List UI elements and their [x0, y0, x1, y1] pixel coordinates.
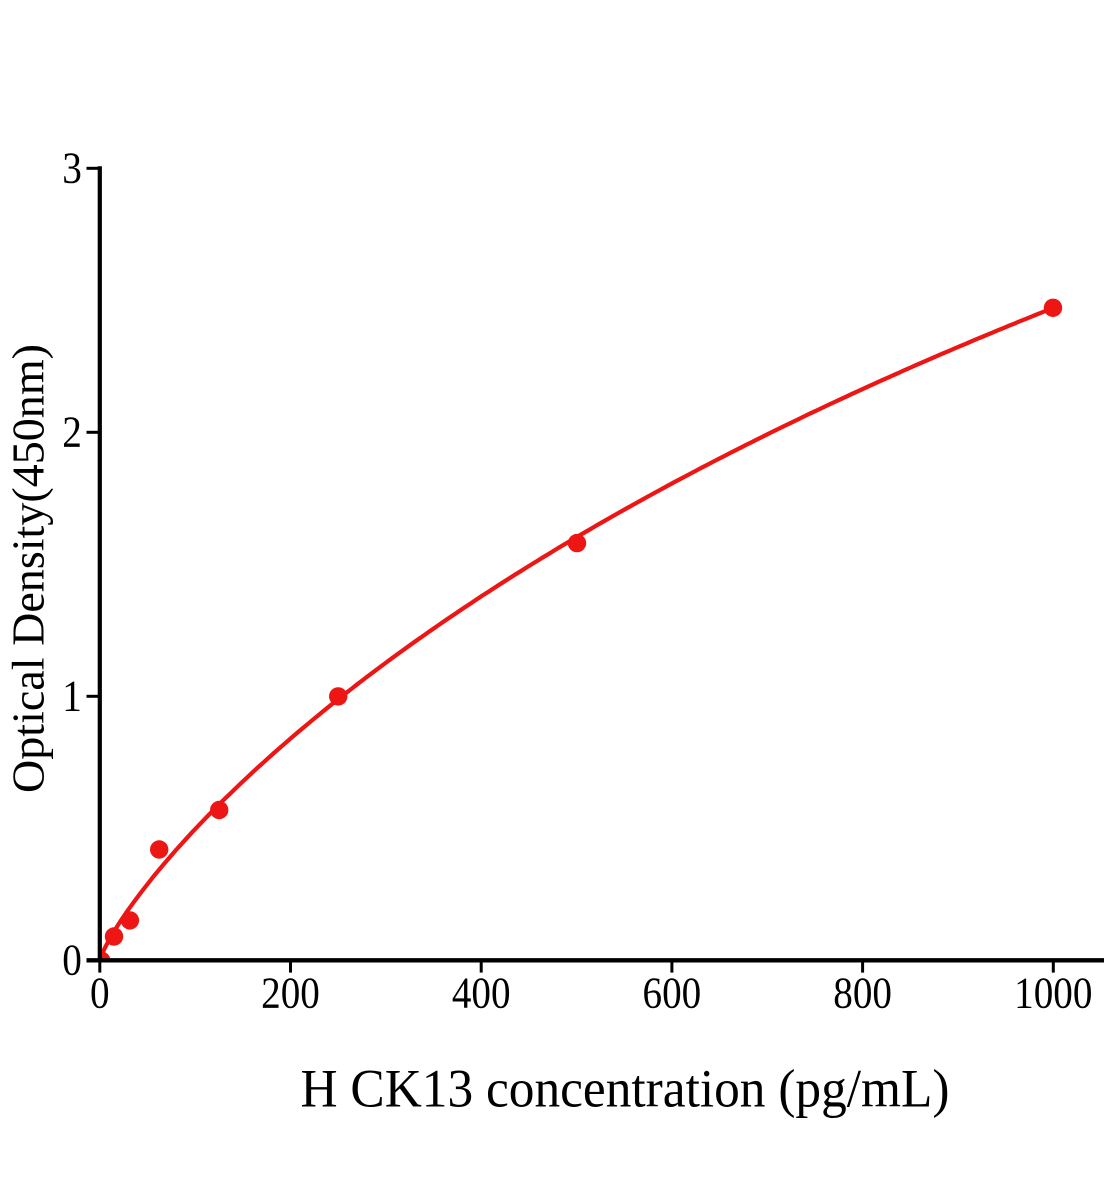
svg-text:3: 3 [62, 144, 82, 193]
svg-text:200: 200 [261, 969, 320, 1018]
svg-text:1: 1 [62, 672, 82, 721]
svg-text:Optical Density(450nm): Optical Density(450nm) [3, 344, 54, 793]
svg-text:0: 0 [62, 936, 82, 985]
svg-text:H CK13 concentration (pg/mL): H CK13 concentration (pg/mL) [301, 1059, 950, 1119]
svg-text:0: 0 [90, 969, 110, 1018]
svg-text:2: 2 [62, 408, 82, 457]
svg-text:600: 600 [643, 969, 702, 1018]
svg-text:800: 800 [833, 969, 892, 1018]
svg-text:1000: 1000 [1014, 969, 1092, 1018]
svg-text:400: 400 [452, 969, 511, 1018]
